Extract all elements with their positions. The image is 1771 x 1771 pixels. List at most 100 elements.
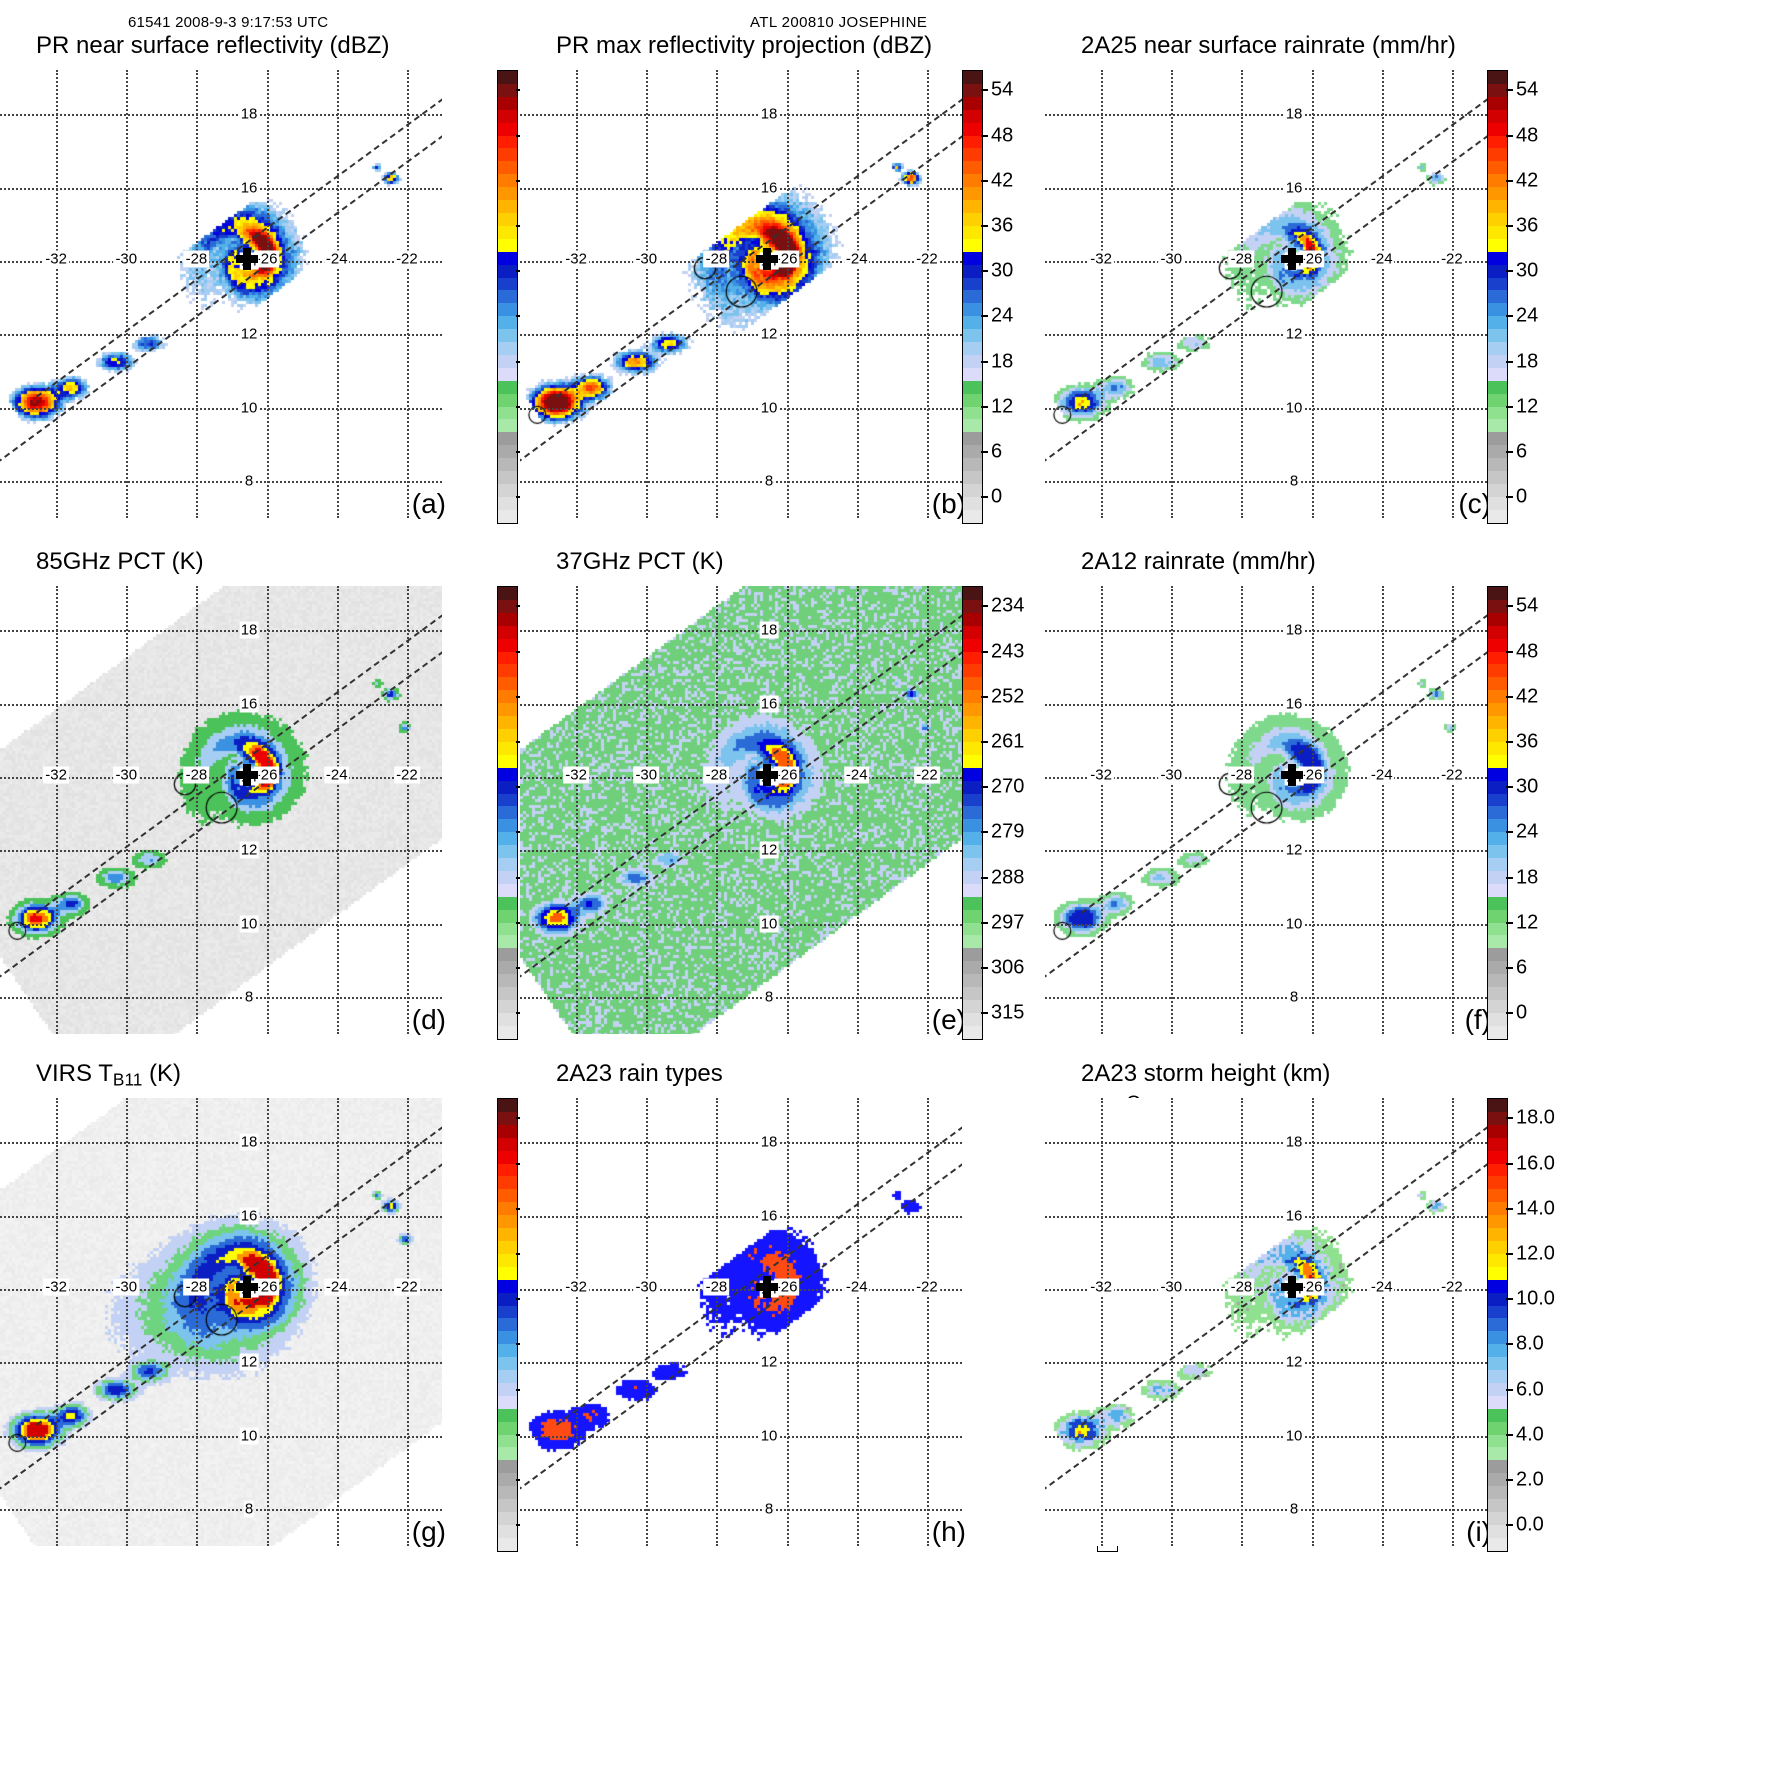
- colorbar-tick-label: 4.0: [1516, 1423, 1544, 1446]
- colorbar-segment: [498, 587, 517, 600]
- colorbar-segment: [963, 1025, 982, 1039]
- contour-overlay: [0, 1098, 442, 1546]
- gridline-longitude: [1101, 70, 1104, 518]
- panel-title: 2A25 near surface rainrate (mm/hr): [1081, 32, 1456, 59]
- colorbar-segment: [1488, 870, 1507, 884]
- gridline-latitude: [0, 703, 442, 706]
- lon-tick-label: -28: [1228, 1278, 1255, 1296]
- colorbar-segment: [498, 922, 517, 936]
- colorbar-segment: [1488, 1000, 1507, 1013]
- colorbar-tick-label: 54: [1516, 594, 1539, 617]
- map-plot-area: -32 -30 -28 -26 -24 -22 18 16 14 12 10 8: [1045, 586, 1487, 1034]
- colorbar-tick-mark: [516, 1012, 523, 1015]
- colorbar-tick-label: 12: [991, 395, 1014, 418]
- lon-tick-label: -32: [43, 1278, 69, 1296]
- colorbar-segment: [963, 393, 982, 407]
- colorbar-segment: [498, 1253, 517, 1267]
- colorbar-segment: [498, 1099, 517, 1112]
- colorbar-segment: [498, 471, 517, 484]
- lon-tick-label: -28: [183, 1278, 210, 1296]
- colorbar-segment: [498, 845, 517, 859]
- panel-f: 2A12 rainrate (mm/hr) -32 -30 -28 -26 -24 -22 1…: [1045, 548, 1545, 1048]
- colorbar: [497, 70, 518, 524]
- colorbar-tick-mark: [516, 496, 523, 499]
- colorbar-segment: [498, 870, 517, 884]
- lat-tick-label: 16: [239, 179, 259, 196]
- lon-tick-label: -26: [253, 250, 280, 268]
- colorbar-segment: [963, 651, 982, 665]
- colorbar-segment: [1488, 987, 1507, 1000]
- gridline-latitude: [0, 1362, 442, 1365]
- colorbar-segment: [1488, 1099, 1507, 1112]
- lat-tick-label: 8: [763, 1500, 775, 1518]
- colorbar-tick-mark: [1506, 1117, 1513, 1120]
- colorbar-segment: [1488, 148, 1507, 162]
- colorbar-segment: [1488, 922, 1507, 936]
- colorbar-tick-mark: [1506, 876, 1513, 879]
- colorbar-segment: [498, 690, 517, 704]
- lon-tick-label: -26: [253, 1278, 280, 1296]
- colorbar-labels: 54 48 42 36 30 24 18 12 6 0: [981, 70, 1041, 522]
- colorbar-segment: [498, 1499, 517, 1512]
- colorbar-segment: [498, 754, 517, 768]
- colorbar-tick-label: 24: [1516, 304, 1539, 327]
- colorbar-segment: [498, 974, 517, 988]
- gridline-longitude: [1451, 586, 1454, 1034]
- colorbar-tick-label: 0: [1516, 1001, 1528, 1024]
- lon-tick-label: -32: [563, 1278, 589, 1296]
- gridline-longitude: [716, 1098, 719, 1546]
- colorbar-segment: [1488, 1111, 1507, 1125]
- colorbar-tick-label: 36: [1516, 214, 1539, 237]
- gridline-latitude: [1045, 850, 1487, 853]
- panel-d: 85GHz PCT (K) -32 -30 -28 -26 -24 -22 18 16 14 12 1…: [0, 548, 500, 1048]
- lon-tick-label: -32: [1088, 250, 1114, 268]
- lat-tick-label: 18: [239, 1133, 259, 1151]
- colorbar-segment: [498, 277, 517, 291]
- colorbar-segment: [498, 96, 517, 110]
- colorbar-tick-mark: [516, 1252, 523, 1255]
- storm-id-label: ATL 200810 JOSEPHINE: [750, 14, 928, 31]
- colorbar-segment: [498, 303, 517, 317]
- colorbar-segment: [498, 1176, 517, 1190]
- colorbar-tick-label: 306: [991, 956, 1025, 979]
- colorbar-tick-mark: [516, 315, 523, 318]
- colorbar-segment: [498, 342, 517, 355]
- colorbar-segment: [498, 741, 517, 755]
- lon-tick-label: -28: [1228, 766, 1255, 784]
- panel-letter: (f): [1464, 1004, 1491, 1035]
- colorbar-segment: [963, 174, 982, 188]
- colorbar-segment: [963, 909, 982, 923]
- colorbar-segment: [963, 948, 982, 962]
- colorbar-tick-mark: [516, 966, 523, 969]
- colorbar-segment: [963, 342, 982, 355]
- gridline-longitude: [716, 70, 719, 518]
- lat-tick-label: 8: [763, 988, 775, 1006]
- colorbar-segment: [1488, 961, 1507, 975]
- colorbar-segment: [498, 612, 517, 626]
- colorbar-segment: [963, 290, 982, 304]
- lon-tick-label: -30: [1158, 766, 1185, 784]
- lon-tick-label: -26: [773, 766, 800, 784]
- colorbar-segment: [1488, 264, 1507, 278]
- colorbar-segment: [1488, 1421, 1507, 1435]
- colorbar-segment: [1488, 677, 1507, 691]
- colorbar-tick-mark: [981, 921, 988, 924]
- colorbar-segment: [1488, 1382, 1507, 1396]
- lat-tick-label: 8: [243, 472, 255, 490]
- gridline-longitude: [576, 70, 579, 518]
- lon-tick-label: -30: [113, 766, 140, 784]
- gridline-latitude: [520, 407, 962, 410]
- lat-tick-label: 12: [759, 1353, 779, 1371]
- colorbar-tick-label: 297: [991, 911, 1025, 934]
- colorbar-labels: 54 48 42 36 30 24 18 12 6 0: [1506, 586, 1566, 1038]
- colorbar-segment: [498, 406, 517, 420]
- colorbar-segment: [498, 651, 517, 665]
- lon-tick-label: -24: [323, 1278, 350, 1296]
- panel-letter: (c): [1458, 488, 1491, 519]
- gridline-longitude: [1101, 1098, 1104, 1546]
- colorbar-segment: [963, 316, 982, 330]
- gridline-latitude: [1045, 776, 1487, 779]
- colorbar-tick-mark: [516, 1388, 523, 1391]
- colorbar-segment: [1488, 1434, 1507, 1448]
- lat-tick-label: 16: [1284, 179, 1304, 196]
